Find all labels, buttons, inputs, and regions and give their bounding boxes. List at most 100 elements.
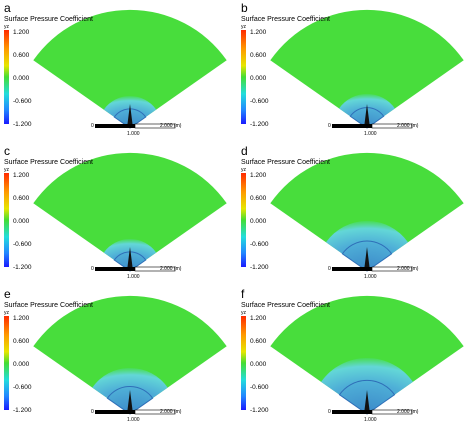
colorbar-tick-label: 1.200	[250, 172, 267, 179]
colorbar-tick-label: 1.200	[13, 315, 30, 322]
scale-label: 1.000	[127, 131, 140, 137]
blade	[127, 104, 133, 128]
colorbar-title: Surface Pressure Coefficient	[241, 16, 330, 23]
panel-letter: f	[241, 287, 245, 301]
colorbar-title: Surface Pressure Coefficient	[4, 159, 93, 166]
scale-label: 2.000 (m)	[397, 123, 419, 129]
axis-label: yz	[4, 167, 10, 173]
colorbar-tick-label: -1.200	[250, 121, 269, 128]
scale-bar-black	[332, 124, 372, 128]
scale-label: 1.000	[364, 417, 377, 423]
colorbar-tick-label: 0.000	[13, 218, 30, 225]
low-pressure-zone	[326, 220, 408, 271]
scale-label: 0	[328, 409, 331, 415]
colorbar-tick-label: -1.200	[13, 264, 32, 271]
colorbar-tick-label: -1.200	[13, 121, 32, 128]
scale-label: 2.000 (m)	[397, 266, 419, 272]
scale-label: 1.000	[127, 417, 140, 423]
scale-label: 2.000 (m)	[160, 123, 182, 129]
axis-label: yz	[241, 24, 247, 30]
scale-bar-black	[332, 267, 372, 271]
blade	[364, 247, 370, 271]
axis-label: yz	[4, 310, 10, 316]
colorbar	[241, 173, 246, 267]
scale-bar-white	[134, 123, 176, 129]
scale-label: 0	[91, 266, 94, 272]
inner-ring	[106, 386, 154, 415]
colorbar-tick-label: 1.200	[13, 172, 30, 179]
scale-bar-white	[134, 266, 176, 272]
axis-label: yz	[241, 310, 247, 316]
scale-bar-black	[332, 410, 372, 414]
blade	[364, 390, 370, 414]
flow-field	[270, 9, 464, 129]
scale-label: 2.000 (m)	[160, 409, 182, 415]
colorbar-tick-label: -0.600	[13, 98, 32, 105]
scale-bar-white	[371, 123, 413, 129]
colorbar-tick-label: 1.200	[13, 29, 30, 36]
scale-label: 0	[91, 123, 94, 129]
colorbar-tick-label: 0.600	[250, 338, 267, 345]
scale-label: 1.000	[364, 131, 377, 137]
colorbar-tick-label: 0.000	[250, 75, 267, 82]
panel-letter: c	[4, 144, 10, 158]
scale-label: 2.000 (m)	[397, 409, 419, 415]
flow-field	[33, 9, 227, 129]
panel-letter: a	[4, 1, 11, 15]
colorbar-tick-label: 0.000	[250, 218, 267, 225]
flow-field	[33, 295, 227, 414]
colorbar	[4, 30, 9, 124]
colorbar-tick-label: 0.000	[13, 361, 30, 368]
colorbar-tick-label: -0.600	[250, 241, 269, 248]
colorbar-tick-label: 0.600	[13, 338, 30, 345]
scale-label: 0	[328, 266, 331, 272]
colorbar-tick-label: 0.600	[250, 195, 267, 202]
blade	[364, 104, 370, 128]
colorbar	[4, 173, 9, 267]
colorbar-tick-label: -1.200	[250, 264, 269, 271]
colorbar-tick-label: 1.200	[250, 29, 267, 36]
colorbar-tick-label: -0.600	[13, 384, 32, 391]
colorbar-tick-label: 0.000	[250, 361, 267, 368]
flow-field	[33, 152, 227, 271]
scale-label: 2.000 (m)	[160, 266, 182, 272]
colorbar-tick-label: -0.600	[250, 98, 269, 105]
scale-bar-white	[371, 409, 413, 415]
colorbar-title: Surface Pressure Coefficient	[241, 302, 330, 309]
colorbar-tick-label: 0.000	[13, 75, 30, 82]
colorbar-tick-label: -0.600	[13, 241, 32, 248]
panel-letter: b	[241, 1, 248, 15]
panel-letter: e	[4, 287, 11, 301]
scale-bar-black	[95, 124, 135, 128]
axis-label: yz	[241, 167, 247, 173]
colorbar-title: Surface Pressure Coefficient	[241, 159, 330, 166]
colorbar-tick-label: -1.200	[250, 407, 269, 414]
scale-label: 0	[328, 123, 331, 129]
colorbar-title: Surface Pressure Coefficient	[4, 302, 93, 309]
colorbar	[4, 316, 9, 410]
colorbar-tick-label: -0.600	[250, 384, 269, 391]
scale-label: 1.000	[127, 274, 140, 280]
colorbar-title: Surface Pressure Coefficient	[4, 16, 93, 23]
inner-ring	[341, 240, 393, 272]
axis-label: yz	[4, 24, 10, 30]
scale-label: 1.000	[364, 274, 377, 280]
panel-letter: d	[241, 144, 248, 158]
low-pressure-zone	[321, 357, 413, 414]
blade	[127, 390, 133, 414]
scale-label: 0	[91, 409, 94, 415]
flow-field	[270, 152, 464, 271]
colorbar-tick-label: 0.600	[13, 52, 30, 59]
flow-field	[270, 295, 464, 414]
colorbar-tick-label: -1.200	[13, 407, 32, 414]
colorbar-tick-label: 1.200	[250, 315, 267, 322]
scale-bar-white	[134, 409, 176, 415]
colorbar-tick-label: 0.600	[13, 195, 30, 202]
